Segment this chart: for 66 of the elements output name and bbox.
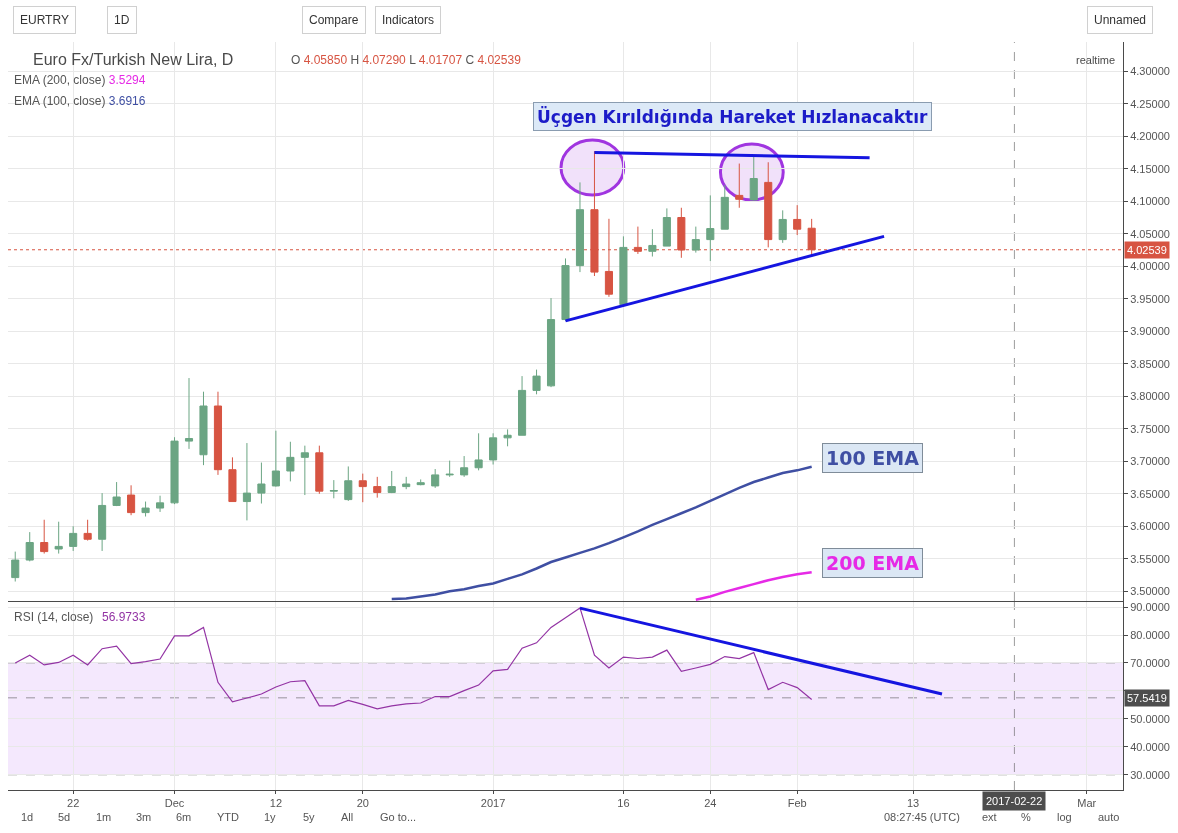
text: 1y	[264, 811, 277, 823]
annotation: O 4.05850 H 4.07290 L 4.01707 C 4.02539	[291, 53, 522, 67]
text: Go to...	[380, 811, 417, 823]
y-tick-label: 3.70000	[1130, 455, 1170, 468]
x-tick-label: Dec	[164, 797, 185, 810]
text: 1m	[96, 811, 112, 823]
y-tick-label: 70.0000	[1130, 656, 1170, 669]
ref-line-label: 4.02539	[1127, 244, 1167, 256]
y-tick-label: 3.50000	[1130, 585, 1170, 598]
text: Unnamed	[1094, 13, 1147, 27]
text: Indicators	[382, 13, 435, 27]
annotation: EMA (200, close) 3.5294	[14, 73, 146, 87]
x-tick-label: 24	[704, 797, 717, 810]
text: 1D	[114, 13, 130, 27]
x-tick-label: 16	[617, 797, 630, 810]
x-tick-label: 2017-02-22	[986, 795, 1043, 807]
text: 6m	[176, 811, 192, 823]
x-tick-label: 2017	[480, 797, 506, 810]
y-tick-label: 50.0000	[1130, 712, 1170, 725]
y-tick-label: 4.25000	[1130, 97, 1170, 110]
x-tick-label: 12	[269, 797, 283, 810]
x-tick-label: 22	[67, 797, 80, 810]
y-tick-label: 3.85000	[1130, 357, 1170, 370]
ref-line-label: 57.5419	[1127, 692, 1167, 704]
x-tick-label: Feb	[787, 797, 807, 810]
text: %	[1021, 811, 1031, 823]
y-tick-label: 80.0000	[1130, 628, 1170, 641]
annotation: 56.9733	[102, 610, 146, 624]
y-tick-label: 90.0000	[1130, 600, 1170, 613]
x-tick-label: Mar	[1077, 797, 1097, 810]
series-label: 100 EMA	[826, 447, 920, 469]
annotation: EMA (100, close) 3.6916	[14, 94, 146, 108]
text: All	[341, 811, 354, 823]
y-tick-label: 3.95000	[1130, 292, 1170, 305]
y-tick-label: 3.80000	[1130, 390, 1170, 403]
text: RSI (14, close)	[14, 610, 94, 624]
y-tick-label: 3.75000	[1130, 422, 1170, 435]
y-tick-label: 4.10000	[1130, 195, 1170, 208]
y-tick-label: 3.90000	[1130, 325, 1170, 338]
y-tick-label: 4.00000	[1130, 260, 1170, 273]
text: 5y	[303, 811, 316, 823]
text: auto	[1098, 811, 1120, 823]
x-tick-label: 13	[906, 797, 920, 810]
text: YTD	[217, 811, 240, 823]
annotation: Üçgen Kırıldığında Hareket Hızlanacaktır	[537, 106, 928, 127]
y-tick-label: 3.60000	[1130, 520, 1170, 533]
y-tick-label: 4.20000	[1130, 130, 1170, 143]
y-tick-label: 3.55000	[1130, 552, 1170, 565]
y-tick-label: 4.30000	[1130, 65, 1170, 78]
text: Compare	[309, 13, 359, 27]
text: 08:27:45 (UTC)	[884, 811, 960, 823]
y-tick-label: 4.05000	[1130, 227, 1170, 240]
text: ext	[982, 811, 997, 823]
text: 5d	[58, 811, 71, 823]
text: 3m	[136, 811, 152, 823]
text: EURTRY	[20, 13, 69, 27]
x-tick-label: 20	[356, 797, 369, 810]
y-tick-label: 3.65000	[1130, 487, 1170, 500]
text: 1d	[21, 811, 34, 823]
y-tick-label: 30.0000	[1130, 768, 1170, 781]
series-label: 200 EMA	[826, 552, 920, 574]
annotation: realtime	[1076, 54, 1116, 66]
text: Euro Fx/Turkish New Lira, D	[33, 51, 234, 68]
text: log	[1057, 811, 1072, 823]
y-tick-label: 4.15000	[1130, 162, 1170, 175]
y-tick-label: 40.0000	[1130, 740, 1170, 753]
